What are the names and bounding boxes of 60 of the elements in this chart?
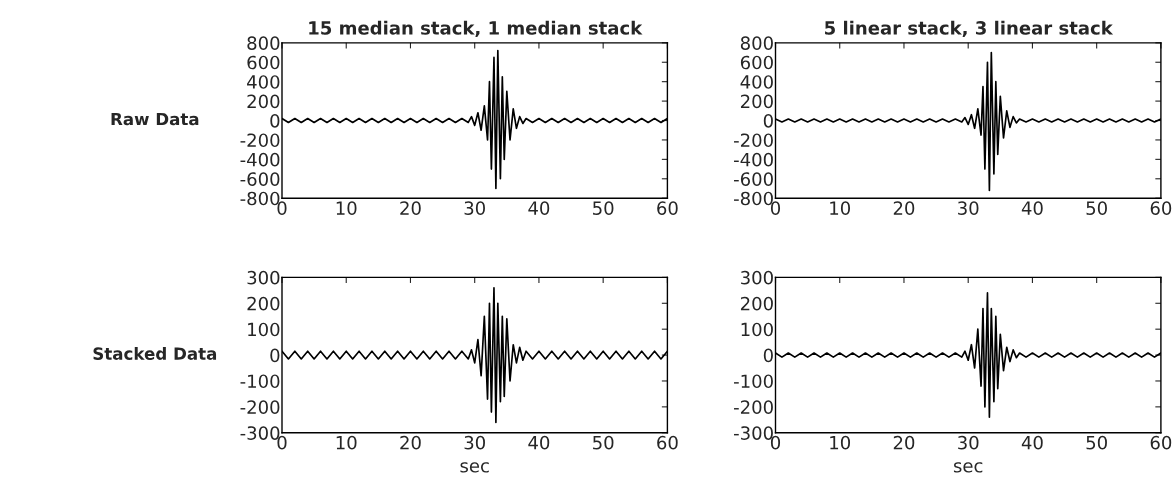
x-tick-label: 30 <box>958 201 979 215</box>
y-tick-label: 300 <box>247 270 280 285</box>
y-tick-label: 0 <box>270 348 280 363</box>
y-tick-label: 800 <box>740 36 773 50</box>
y-tick-label: -200 <box>734 400 773 414</box>
x-tick-label: 30 <box>464 201 485 215</box>
y-tick-label: 0 <box>763 113 773 128</box>
y-tick-label: 200 <box>740 296 773 311</box>
y-tick-label: -100 <box>240 374 280 389</box>
y-tick-label: -200 <box>240 133 280 148</box>
y-tick-label: 600 <box>740 55 773 70</box>
x-tick-label: 40 <box>1021 435 1043 450</box>
text: Raw Data <box>111 112 199 126</box>
y-tick-label: -200 <box>240 400 280 414</box>
x-tick-label: 10 <box>830 201 851 215</box>
x-tick-label: 10 <box>336 201 357 215</box>
y-tick-label: -600 <box>734 172 773 186</box>
x-tick-label: 60 <box>1150 435 1172 450</box>
chart-title: 15 median stack, 1 median stack <box>309 20 643 38</box>
y-tick-label: -600 <box>240 172 280 186</box>
x-tick-label: 30 <box>464 435 485 450</box>
chart-title: 5 linear stack, 3 linear stack <box>825 20 1114 38</box>
x-tick-label: 60 <box>657 435 678 450</box>
x-tick-label: 50 <box>1086 435 1107 450</box>
y-tick-label: -400 <box>240 152 280 167</box>
y-tick-label: -200 <box>734 133 773 148</box>
y-tick-label: 400 <box>740 75 773 89</box>
x-tick-label: 10 <box>336 435 357 450</box>
x-axis-title: sec <box>460 462 489 473</box>
x-tick-label: 30 <box>958 435 979 450</box>
y-tick-label: 100 <box>248 322 280 337</box>
x-axis-title: sec <box>953 462 983 473</box>
y-tick-label: 0 <box>270 113 280 128</box>
x-tick-label: 20 <box>400 201 421 215</box>
y-tick-label: 400 <box>247 75 280 89</box>
x-tick-label: 10 <box>830 435 851 450</box>
x-tick-label: 20 <box>893 201 915 215</box>
x-tick-label: 40 <box>1021 201 1043 215</box>
y-tick-label: 200 <box>247 94 280 109</box>
y-tick-label: 100 <box>741 322 773 337</box>
y-tick-label: -100 <box>734 374 773 389</box>
x-tick-label: 40 <box>528 201 550 215</box>
y-tick-label: -400 <box>734 152 773 167</box>
x-tick-label: 60 <box>657 201 678 215</box>
y-tick-label: 200 <box>740 94 773 109</box>
y-tick-label: 0 <box>763 348 773 363</box>
text: Stacked Data <box>93 347 217 360</box>
y-tick-label: -800 <box>734 191 773 206</box>
y-tick-label: 200 <box>247 296 280 311</box>
y-tick-label: 800 <box>247 36 280 50</box>
y-tick-label: -300 <box>734 426 773 440</box>
y-tick-label: 600 <box>247 55 280 70</box>
x-tick-label: 50 <box>593 201 614 215</box>
x-tick-label: 50 <box>1086 201 1107 215</box>
y-tick-label: 300 <box>741 270 773 285</box>
x-tick-label: 60 <box>1150 201 1172 215</box>
x-tick-label: 20 <box>400 435 421 450</box>
x-tick-label: 50 <box>593 435 614 450</box>
x-tick-label: 20 <box>893 435 915 450</box>
x-tick-label: 40 <box>528 435 550 450</box>
